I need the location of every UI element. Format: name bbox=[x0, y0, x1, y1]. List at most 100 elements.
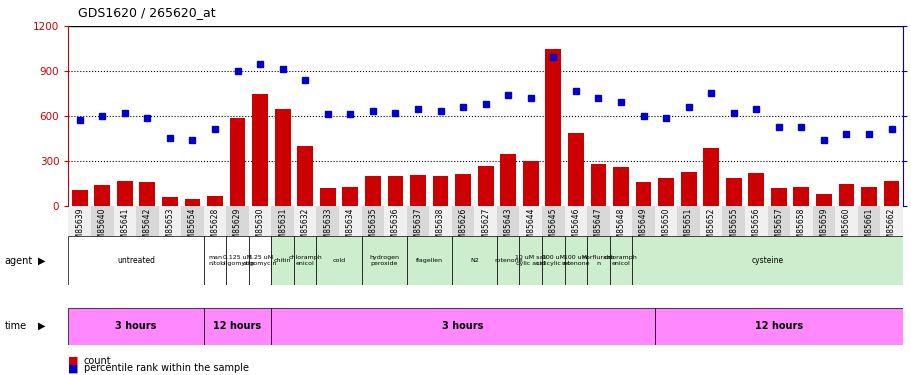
Bar bbox=[68, 206, 91, 274]
Text: man
nitol: man nitol bbox=[208, 255, 221, 266]
Text: 3 hours: 3 hours bbox=[442, 321, 483, 331]
Bar bbox=[609, 206, 631, 274]
Bar bbox=[789, 206, 812, 274]
Bar bbox=[564, 236, 587, 285]
Bar bbox=[474, 206, 496, 274]
Bar bbox=[680, 172, 696, 206]
Bar bbox=[226, 236, 249, 285]
Bar bbox=[68, 308, 203, 345]
Bar bbox=[139, 182, 155, 206]
Bar bbox=[770, 188, 786, 206]
Bar bbox=[654, 308, 902, 345]
Bar bbox=[748, 173, 763, 206]
Text: 3 hours: 3 hours bbox=[116, 321, 157, 331]
Bar bbox=[181, 206, 203, 274]
Bar bbox=[293, 206, 316, 274]
Bar bbox=[589, 164, 606, 206]
Text: cysteine: cysteine bbox=[751, 256, 783, 265]
Bar bbox=[883, 181, 898, 206]
Bar bbox=[361, 236, 406, 285]
Bar bbox=[364, 176, 381, 206]
Bar bbox=[451, 206, 474, 274]
Bar bbox=[722, 206, 744, 274]
Bar bbox=[184, 199, 200, 206]
Bar bbox=[587, 236, 609, 285]
Bar bbox=[406, 236, 451, 285]
Bar bbox=[793, 187, 808, 206]
Text: norflurazo
n: norflurazo n bbox=[582, 255, 614, 266]
Bar bbox=[387, 176, 403, 206]
Bar bbox=[564, 206, 587, 274]
Bar bbox=[522, 161, 538, 206]
Bar bbox=[226, 206, 249, 274]
Text: agent: agent bbox=[5, 256, 33, 266]
Text: 10 uM sali
cylic acid: 10 uM sali cylic acid bbox=[515, 255, 546, 266]
Bar bbox=[271, 308, 654, 345]
Text: 100 uM
salicylic ac: 100 uM salicylic ac bbox=[536, 255, 569, 266]
Bar bbox=[297, 146, 312, 206]
Bar bbox=[815, 194, 831, 206]
Bar bbox=[271, 236, 293, 285]
Bar bbox=[838, 184, 854, 206]
Text: 1.25 uM
oligomycin: 1.25 uM oligomycin bbox=[242, 255, 277, 266]
Bar bbox=[519, 206, 541, 274]
Bar bbox=[455, 174, 470, 206]
Bar bbox=[136, 206, 159, 274]
Bar bbox=[631, 206, 654, 274]
Bar bbox=[587, 206, 609, 274]
Bar bbox=[94, 185, 110, 206]
Bar bbox=[316, 236, 361, 285]
Bar bbox=[91, 206, 113, 274]
Bar bbox=[249, 206, 271, 274]
Bar bbox=[339, 206, 361, 274]
Text: chloramph
enicol: chloramph enicol bbox=[603, 255, 637, 266]
Text: chitin: chitin bbox=[273, 258, 292, 263]
Bar bbox=[702, 148, 718, 206]
Bar bbox=[541, 206, 564, 274]
Bar bbox=[113, 206, 136, 274]
Bar bbox=[496, 236, 519, 285]
Text: 12 hours: 12 hours bbox=[213, 321, 261, 331]
Bar bbox=[744, 206, 767, 274]
Bar bbox=[429, 206, 451, 274]
Bar bbox=[432, 176, 448, 206]
Text: GDS1620 / 265620_at: GDS1620 / 265620_at bbox=[77, 6, 215, 19]
Bar bbox=[68, 236, 203, 285]
Bar bbox=[203, 206, 226, 274]
Bar bbox=[72, 190, 87, 206]
Text: untreated: untreated bbox=[117, 256, 155, 265]
Text: 12 hours: 12 hours bbox=[754, 321, 802, 331]
Text: ▶: ▶ bbox=[38, 321, 46, 331]
Bar bbox=[203, 236, 226, 285]
Text: percentile rank within the sample: percentile rank within the sample bbox=[84, 363, 249, 373]
Text: ▶: ▶ bbox=[38, 256, 46, 266]
Bar bbox=[500, 154, 516, 206]
Bar bbox=[635, 182, 650, 206]
Text: 0.125 uM
oligomycin: 0.125 uM oligomycin bbox=[220, 255, 254, 266]
Bar bbox=[879, 206, 902, 274]
Bar bbox=[406, 206, 429, 274]
Bar bbox=[860, 187, 876, 206]
Text: rotenone: rotenone bbox=[494, 258, 522, 263]
Bar bbox=[293, 236, 316, 285]
Text: cold: cold bbox=[333, 258, 345, 263]
Bar bbox=[545, 49, 560, 206]
Bar bbox=[699, 206, 722, 274]
Bar bbox=[609, 236, 631, 285]
Bar bbox=[477, 166, 493, 206]
Bar bbox=[857, 206, 879, 274]
Bar bbox=[159, 206, 181, 274]
Bar bbox=[410, 175, 425, 206]
Text: N2: N2 bbox=[469, 258, 478, 263]
Bar bbox=[631, 236, 902, 285]
Bar bbox=[252, 94, 268, 206]
Bar bbox=[451, 236, 496, 285]
Text: flagellen: flagellen bbox=[415, 258, 442, 263]
Bar bbox=[230, 118, 245, 206]
Bar bbox=[612, 167, 629, 206]
Bar bbox=[316, 206, 339, 274]
Bar bbox=[496, 206, 519, 274]
Bar bbox=[725, 178, 741, 206]
Text: ■: ■ bbox=[68, 356, 79, 366]
Text: chloramph
enicol: chloramph enicol bbox=[288, 255, 322, 266]
